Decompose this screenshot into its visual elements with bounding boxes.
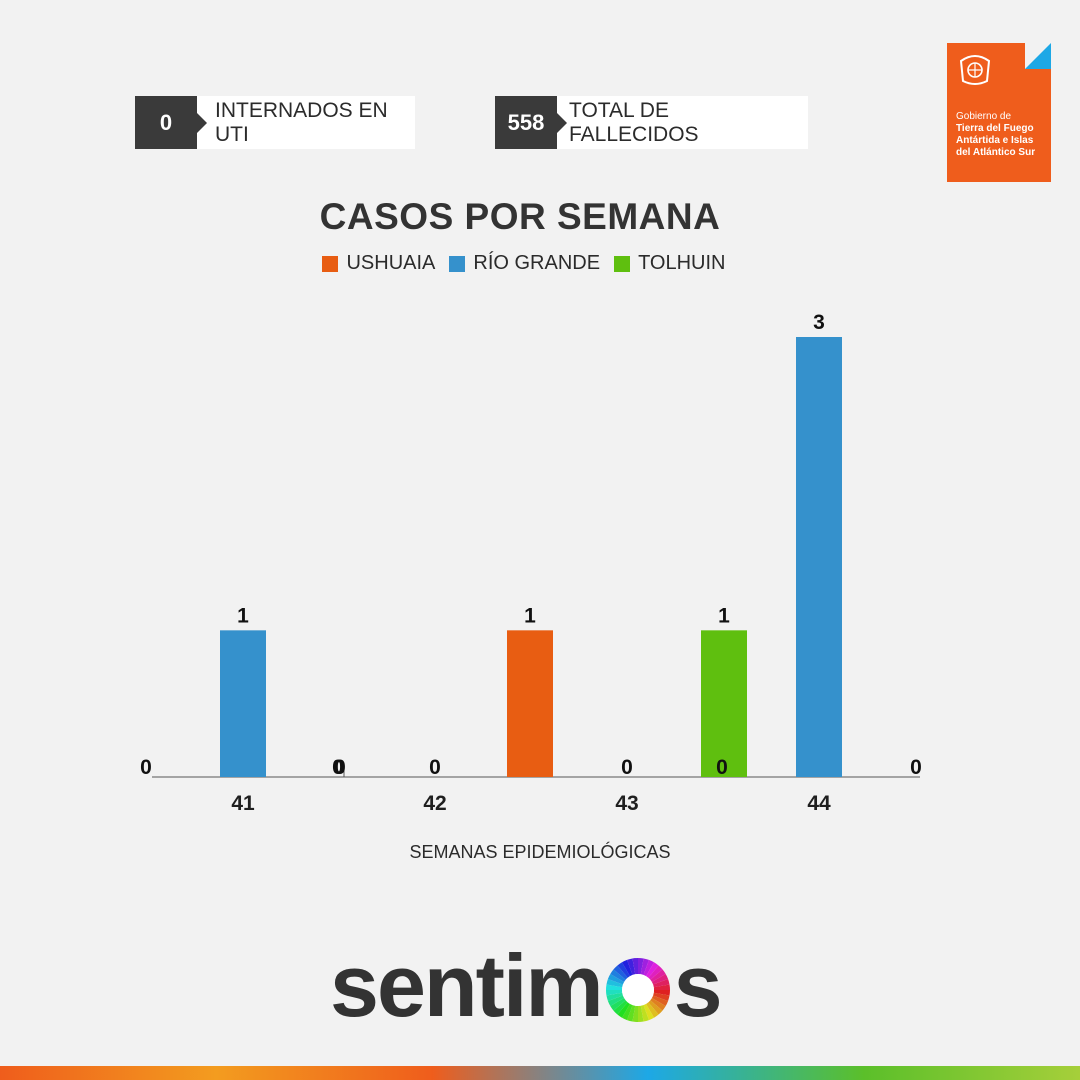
logo-line-3: Antártida e Islas [956, 135, 1034, 146]
data-label: 0 [332, 756, 344, 779]
bar [701, 630, 747, 777]
legend-item-ushuaia: USHUAIA [322, 252, 435, 275]
logo-line-1: Gobierno de [956, 111, 1012, 122]
chart-title: CASOS POR SEMANA [319, 196, 721, 237]
bar [220, 630, 266, 777]
legend-item-rio-grande: RÍO GRANDE [449, 252, 600, 275]
legend-label-rio-grande: RÍO GRANDE [473, 252, 601, 274]
bottom-color-bar [0, 1066, 1080, 1080]
data-label: 0 [716, 756, 728, 779]
legend-label-ushuaia: USHUAIA [346, 252, 436, 274]
legend-swatch-tolhuin [614, 255, 631, 272]
government-logo: Gobierno de Tierra del Fuego Antártida e… [947, 43, 1051, 182]
legend-swatch-rio-grande [449, 255, 466, 272]
legend-swatch-ushuaia [322, 255, 339, 272]
stat-fallecidos-value: 558 [495, 96, 567, 149]
stat-fallecidos-label: TOTAL DE FALLECIDOS [557, 96, 808, 149]
data-label: 1 [524, 604, 536, 627]
stat-fallecidos: 558 TOTAL DE FALLECIDOS [495, 96, 808, 149]
x-axis-title: SEMANAS EPIDEMIOLÓGICAS [409, 842, 671, 862]
legend-label-tolhuin: TOLHUIN [638, 252, 726, 274]
chart-legend: USHUAIA RÍO GRANDE TOLHUIN [0, 252, 1048, 275]
bar [507, 630, 553, 777]
brand-logo: sentim s [330, 935, 723, 1035]
bar [796, 337, 842, 777]
logo-line-4: del Atlántico Sur [956, 147, 1036, 158]
data-label: 0 [621, 756, 633, 779]
data-label: 3 [813, 311, 825, 334]
x-tick-label: 42 [423, 792, 446, 815]
x-tick-label: 43 [615, 792, 638, 815]
data-label: 1 [237, 604, 249, 627]
data-label: 0 [429, 756, 441, 779]
logo-line-2: Tierra del Fuego [956, 123, 1034, 134]
brand-text-start: sentim [330, 936, 604, 1035]
stat-internados: 0 INTERNADOS EN UTI [135, 96, 415, 149]
x-tick-label: 44 [807, 792, 831, 815]
rainbow-ring-icon [605, 958, 670, 1022]
stat-internados-label: INTERNADOS EN UTI [197, 96, 415, 149]
data-label: 1 [718, 604, 730, 627]
data-label: 0 [334, 756, 346, 779]
x-tick-label: 41 [231, 792, 255, 815]
stat-internados-value: 0 [135, 96, 207, 149]
data-label: 0 [910, 756, 922, 779]
data-label: 0 [140, 756, 152, 779]
brand-text-end: s [673, 936, 723, 1035]
coat-of-arms-icon [959, 55, 991, 85]
legend-item-tolhuin: TOLHUIN [614, 252, 726, 275]
